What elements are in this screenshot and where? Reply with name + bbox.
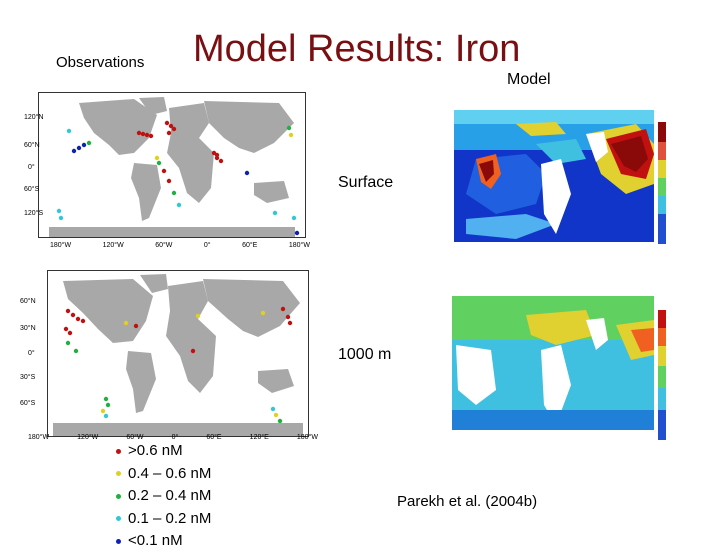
- lon-tick: 180°W: [28, 434, 50, 441]
- observations-map-surface-lon-axis: 180°W 120°W 60°W 0° 60°E 180°W: [50, 242, 310, 252]
- lon-tick: 180°W: [296, 434, 318, 441]
- lat-tick: 60°N: [20, 298, 36, 305]
- observations-map-surface-lat-axis: 120°N 60°N 0° 60°S 120°S: [24, 92, 44, 236]
- observations-map-1000m: [47, 270, 309, 437]
- legend-item: 0.4 – 0.6 nM: [116, 463, 211, 486]
- observations-label: Observations: [56, 54, 145, 71]
- legend-item: >0.6 nM: [116, 440, 211, 463]
- slide-title: Model Results: Iron: [193, 28, 521, 70]
- legend-dot-icon: [116, 471, 121, 477]
- surface-label: Surface: [338, 174, 394, 191]
- lat-tick: 30°S: [20, 374, 36, 381]
- legend-dot-icon: [116, 448, 121, 454]
- observation-points-top: [56, 120, 300, 236]
- lat-tick: 30°N: [20, 325, 36, 332]
- observations-map-surface-graphic: [39, 93, 305, 237]
- observation-points-bottom: [63, 306, 293, 424]
- observations-map-1000m-lat-axis: 60°N 30°N 0° 30°S 60°S: [20, 270, 46, 435]
- lon-tick: 60°E: [206, 434, 222, 441]
- model-map-1000m: [436, 290, 682, 462]
- lon-tick: 0°: [203, 242, 211, 249]
- lon-tick: 180°W: [288, 242, 310, 249]
- lat-tick: 120°S: [24, 210, 44, 217]
- observations-map-1000m-lon-axis: 180°W 120°W 60°W 0° 60°E 120°E 180°W: [28, 434, 318, 444]
- concentration-legend: >0.6 nM 0.4 – 0.6 nM 0.2 – 0.4 nM 0.1 – …: [116, 440, 211, 553]
- observations-map-1000m-graphic: [48, 271, 308, 436]
- legend-label: 0.1 – 0.2 nM: [128, 509, 212, 527]
- lon-tick: 120°E: [249, 434, 269, 441]
- model-map-1000m-graphic: [452, 296, 666, 446]
- lon-tick: 120°W: [77, 434, 99, 441]
- lat-tick: 0°: [28, 350, 35, 357]
- legend-label: 0.2 – 0.4 nM: [128, 487, 212, 504]
- legend-dot-icon: [116, 516, 121, 522]
- lat-tick: 120°N: [24, 114, 44, 121]
- lat-tick: 60°S: [20, 400, 36, 407]
- lat-tick: 0°: [28, 164, 35, 171]
- citation: Parekh et al. (2004b): [397, 493, 538, 510]
- legend-dot-icon: [116, 493, 121, 499]
- legend-label: >0.6 nM: [128, 442, 183, 459]
- model-map-surface-graphic: [454, 110, 666, 254]
- legend-label: 0.4 – 0.6 nM: [128, 464, 212, 482]
- observations-map-surface: [38, 92, 306, 238]
- lon-tick: 180°W: [50, 242, 72, 249]
- legend-label: <0.1 nM: [128, 532, 183, 549]
- lon-tick: 120°W: [102, 242, 124, 249]
- legend-item: 0.2 – 0.4 nM: [116, 485, 211, 508]
- legend-item: 0.1 – 0.2 nM: [116, 508, 211, 531]
- depth-1000m-label: 1000 m: [338, 346, 392, 363]
- legend-item: <0.1 nM: [116, 530, 211, 553]
- lat-tick: 60°N: [24, 142, 40, 149]
- model-map-surface: [436, 104, 682, 272]
- lon-tick: 60°W: [126, 434, 144, 441]
- lat-tick: 60°S: [24, 186, 40, 193]
- lon-tick: 60°E: [242, 242, 258, 249]
- lon-tick: 0°: [171, 434, 179, 441]
- lon-tick: 60°W: [155, 242, 173, 249]
- model-label: Model: [507, 71, 551, 88]
